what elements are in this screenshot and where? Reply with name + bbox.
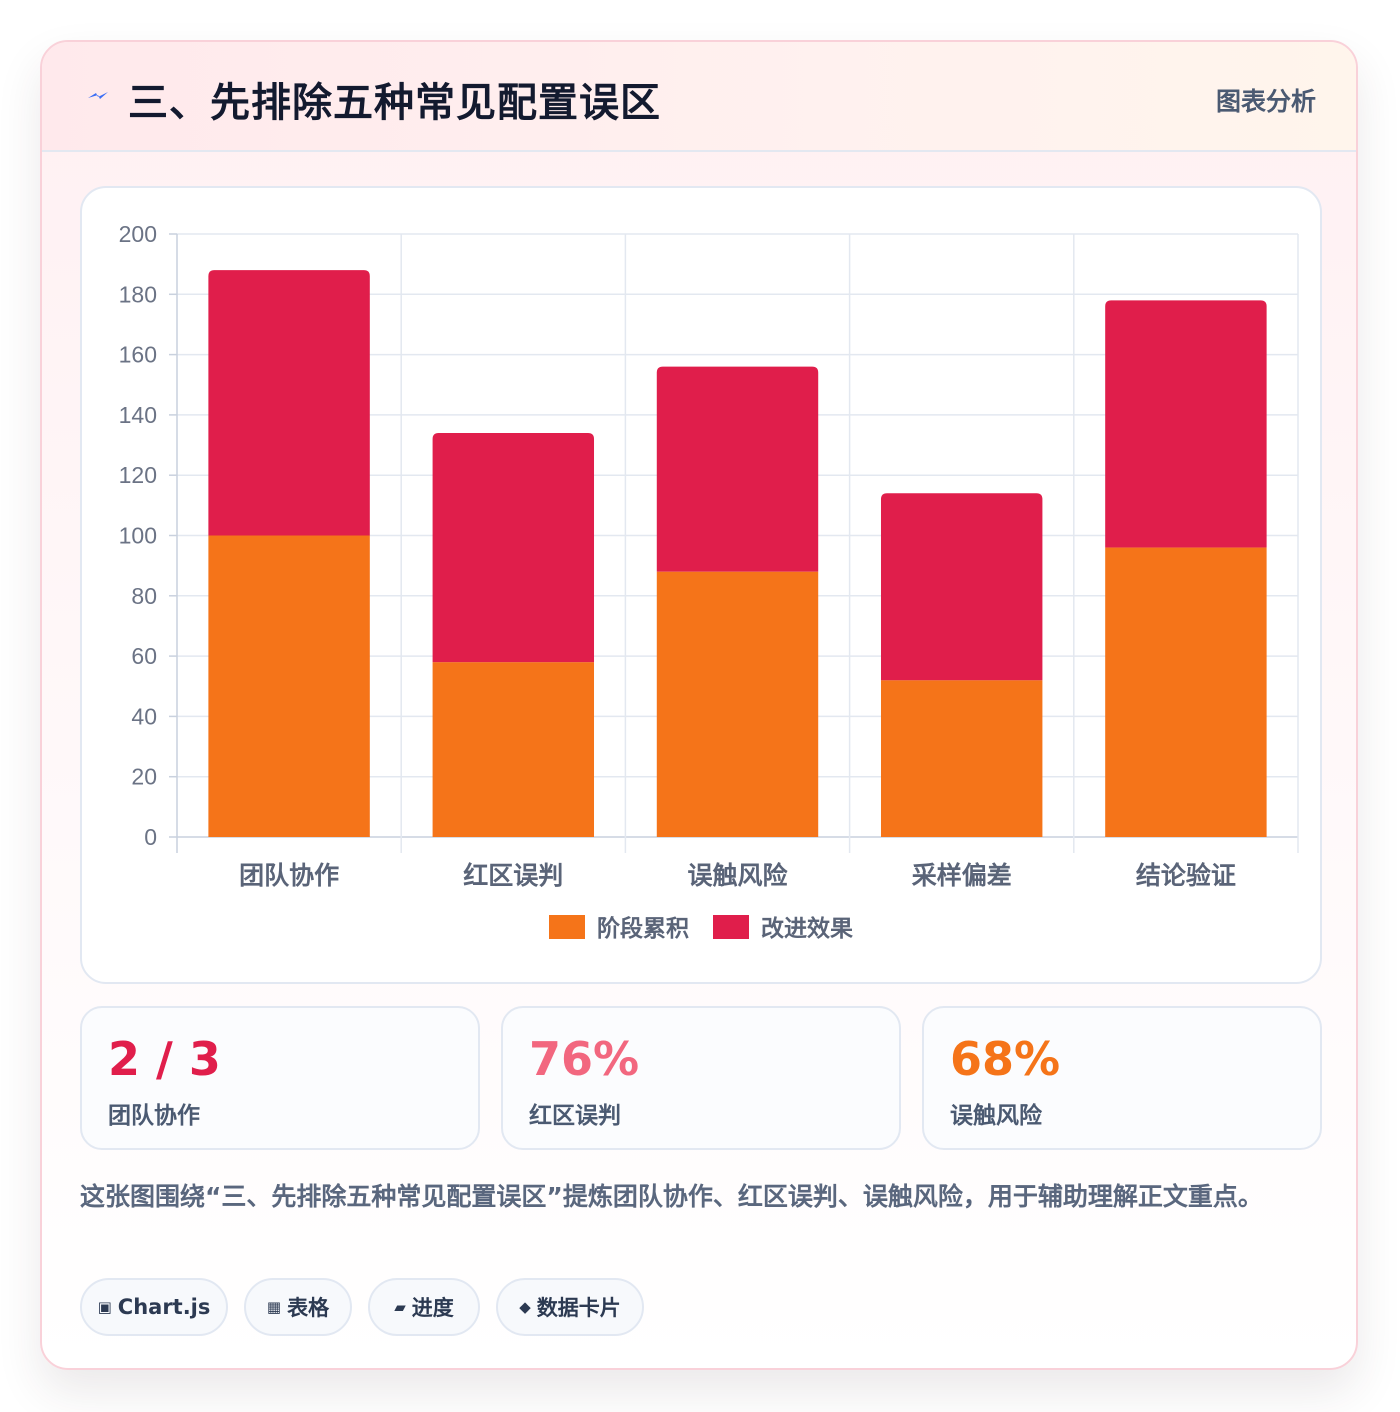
y-tick-label: 20 — [131, 764, 157, 790]
bar-segment — [208, 270, 370, 536]
y-tick-label: 60 — [131, 643, 157, 669]
progress-icon: ▰ — [394, 1298, 406, 1316]
y-tick-label: 100 — [119, 523, 157, 549]
bar-segment — [432, 432, 595, 663]
bar-segment — [656, 366, 819, 572]
chart-analysis-label: 图表分析 — [1215, 87, 1316, 116]
y-tick-label: 0 — [144, 824, 157, 850]
table-icon: ▦ — [266, 1298, 282, 1316]
bar-segment — [880, 680, 1043, 837]
tag-table[interactable]: ▦ 表格 — [244, 1278, 352, 1336]
stacked-bar-chart: 0 20 40 60 80 100 120 140 160 180 200 团队协作 红区误判 误触风险 采… — [119, 221, 1299, 942]
legend-label: 改进效果 — [761, 915, 853, 942]
stat-card: 76% 红区误判 — [501, 1006, 901, 1150]
card-header: 三、先排除五种常见配置误区 图表分析 — [42, 42, 1356, 152]
y-tick-label: 80 — [131, 583, 157, 609]
tag-label: Chart.js — [117, 1295, 211, 1319]
lightning-icon — [88, 92, 108, 99]
tag-label: 进度 — [411, 1296, 454, 1320]
tag-chartjs[interactable]: ▣ Chart.js — [80, 1278, 228, 1336]
legend-swatch — [549, 915, 585, 939]
x-tick-label: 误触风险 — [687, 861, 788, 890]
legend-swatch — [713, 915, 749, 939]
tag-data-card[interactable]: ◆ 数据卡片 — [496, 1278, 644, 1336]
tag-label: 表格 — [287, 1296, 330, 1320]
y-tick-label: 140 — [119, 402, 157, 428]
x-tick-label: 红区误判 — [463, 861, 563, 890]
stat-label: 团队协作 — [108, 1103, 200, 1129]
chart-panel: 0 20 40 60 80 100 120 140 160 180 200 团队协作 红区误判 误触风险 采… — [80, 186, 1322, 984]
legend-label: 阶段累积 — [597, 915, 689, 942]
stat-label: 红区误判 — [529, 1103, 621, 1129]
bar-segment — [656, 571, 819, 837]
bar-segment — [1105, 300, 1267, 548]
x-tick-label: 采样偏差 — [912, 861, 1012, 890]
diamond-icon: ◆ — [519, 1298, 531, 1316]
stat-value: 68% — [950, 1032, 1061, 1086]
bar-segment — [208, 535, 370, 837]
bar-segment — [432, 662, 595, 837]
stat-card: 68% 误触风险 — [922, 1006, 1322, 1150]
y-tick-label: 160 — [119, 342, 157, 368]
tag-progress[interactable]: ▰ 进度 — [368, 1278, 480, 1336]
bar-segment — [880, 493, 1043, 681]
stat-cards: 2 / 3 团队协作 76% 红区误判 68% 误触风险 — [80, 1006, 1322, 1150]
chart-card: 三、先排除五种常见配置误区 图表分析 0 20 40 60 80 100 120 140 160… — [40, 40, 1358, 1370]
y-tick-label: 180 — [119, 281, 157, 307]
x-tick-label: 团队协作 — [239, 861, 339, 890]
tag-list: ▣ Chart.js ▦ 表格 ▰ 进度 ◆ 数据卡片 — [80, 1278, 1320, 1336]
stat-label: 误触风险 — [950, 1103, 1042, 1129]
x-tick-label: 结论验证 — [1136, 861, 1236, 890]
tag-label: 数据卡片 — [536, 1296, 621, 1320]
stat-card: 2 / 3 团队协作 — [80, 1006, 480, 1150]
stat-value: 2 / 3 — [108, 1032, 221, 1086]
bar-segment — [1105, 547, 1267, 837]
y-tick-label: 120 — [119, 462, 157, 488]
y-tick-label: 200 — [119, 221, 157, 247]
page-title: 三、先排除五种常见配置误区 — [128, 80, 661, 126]
stat-value: 76% — [529, 1032, 640, 1086]
chart-icon: ▣ — [97, 1298, 112, 1316]
chart-description: 这张图围绕“三、先排除五种常见配置误区”提炼团队协作、红区误判、误触风险，用于辅… — [80, 1182, 1263, 1211]
y-tick-label: 40 — [131, 703, 157, 729]
